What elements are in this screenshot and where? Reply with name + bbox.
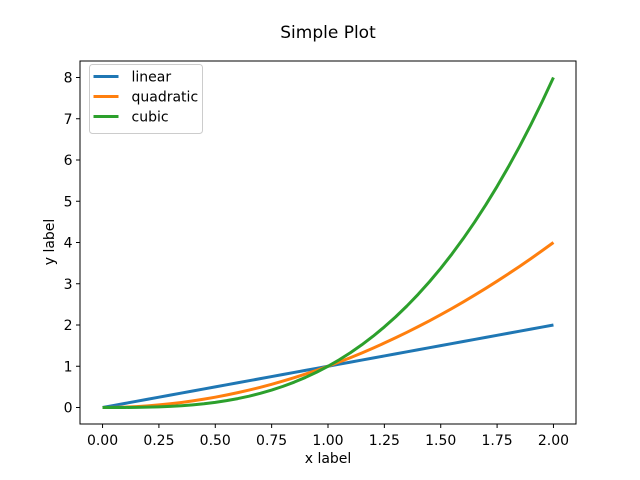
legend-label-linear: linear — [132, 70, 172, 86]
y-tick-label: 6 — [64, 153, 73, 169]
x-tick-label: 1.75 — [482, 433, 513, 449]
x-tick-label: 0.25 — [143, 433, 174, 449]
x-tick-label: 0.00 — [87, 433, 118, 449]
chart-title: Simple Plot — [280, 23, 376, 43]
y-tick-label: 1 — [64, 359, 73, 375]
legend-label-quadratic: quadratic — [132, 90, 199, 106]
y-tick-label: 3 — [64, 277, 73, 293]
y-tick-label: 8 — [64, 71, 73, 87]
x-tick-label: 1.00 — [312, 433, 343, 449]
x-tick-label: 1.50 — [425, 433, 456, 449]
y-tick-label: 2 — [64, 318, 73, 334]
x-tick-label: 1.25 — [369, 433, 400, 449]
y-tick-label: 0 — [64, 401, 73, 417]
x-tick-label: 0.50 — [200, 433, 231, 449]
y-tick-label: 5 — [64, 194, 73, 210]
series-line-cubic — [102, 76, 555, 409]
x-axis-label: x label — [304, 451, 352, 467]
x-tick-label: 2.00 — [538, 433, 569, 449]
legend-label-cubic: cubic — [132, 110, 169, 126]
y-tick-label: 4 — [64, 236, 73, 252]
y-axis-label: y label — [42, 218, 58, 266]
series-line-quadratic — [102, 241, 555, 409]
x-tick-label: 0.75 — [256, 433, 287, 449]
y-tick-label: 7 — [64, 112, 73, 128]
